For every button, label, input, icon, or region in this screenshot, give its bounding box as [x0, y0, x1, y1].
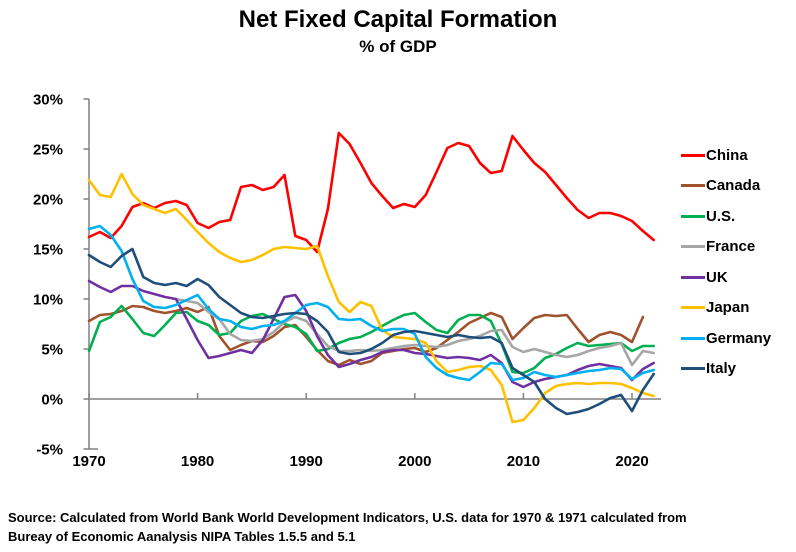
x-tick-label: 2010 [507, 453, 540, 470]
legend-label-uk: UK [706, 268, 728, 286]
legend-label-france: France [706, 238, 756, 256]
legend-label-japan: Japan [706, 299, 750, 317]
legend-item-canada: Canada [681, 171, 771, 202]
y-tick-label: 10% [33, 292, 63, 309]
series-line-uk [87, 279, 655, 389]
legend-item-germany: Germany [681, 323, 771, 354]
legend-label-germany: Germany [706, 329, 772, 347]
legend-label-u-s: U.S. [706, 207, 736, 225]
chart-legend: China Canada U.S. France UK Japan Germany Italy [681, 140, 771, 384]
y-tick-label: 15% [33, 242, 63, 259]
y-tick-label: 25% [33, 142, 63, 159]
legend-item-italy: Italy [681, 354, 771, 385]
legend-item-france: France [681, 232, 771, 263]
y-tick-label: 0% [41, 392, 63, 409]
legend-label-china: China [706, 146, 748, 164]
chart-title: Net Fixed Capital Formation [238, 6, 558, 33]
legend-swatch-germany [681, 336, 705, 340]
chart-subtitle: % of GDP [359, 37, 437, 56]
y-tick-label: -5% [36, 442, 63, 459]
legend-swatch-japan [681, 306, 705, 310]
legend-swatch-canada [681, 184, 705, 188]
legend-swatch-china [681, 153, 705, 157]
legend-item-china: China [681, 140, 771, 171]
series-line-japan [87, 172, 655, 424]
x-tick-label: 1990 [290, 453, 323, 470]
series-line-italy [87, 247, 655, 416]
legend-item-u-s: U.S. [681, 201, 771, 232]
x-tick-label: 1970 [72, 453, 105, 470]
x-tick-label: 1980 [181, 453, 214, 470]
x-tick-label: 2020 [615, 453, 648, 470]
series-line-china [87, 131, 655, 254]
y-tick-label: 20% [33, 192, 63, 209]
x-tick-label: 2000 [398, 453, 431, 470]
legend-swatch-u-s [681, 214, 705, 218]
y-tick-label: 5% [41, 342, 63, 359]
source-line-2: Bureay of Economic Aanalysis NIPA Tables… [8, 528, 356, 544]
legend-label-italy: Italy [706, 360, 737, 378]
source-line-1: Source: Calculated from World Bank World… [8, 510, 687, 525]
legend-swatch-france [681, 245, 705, 249]
y-tick-label: 30% [33, 92, 63, 109]
legend-swatch-italy [681, 367, 705, 371]
legend-label-canada: Canada [706, 177, 761, 195]
legend-item-japan: Japan [681, 293, 771, 324]
legend-item-uk: UK [681, 262, 771, 293]
series-line-france [174, 297, 655, 367]
source-note: Source: Calculated from World Bank World… [8, 509, 792, 546]
series-line-germany [87, 224, 655, 382]
legend-swatch-uk [681, 275, 705, 279]
